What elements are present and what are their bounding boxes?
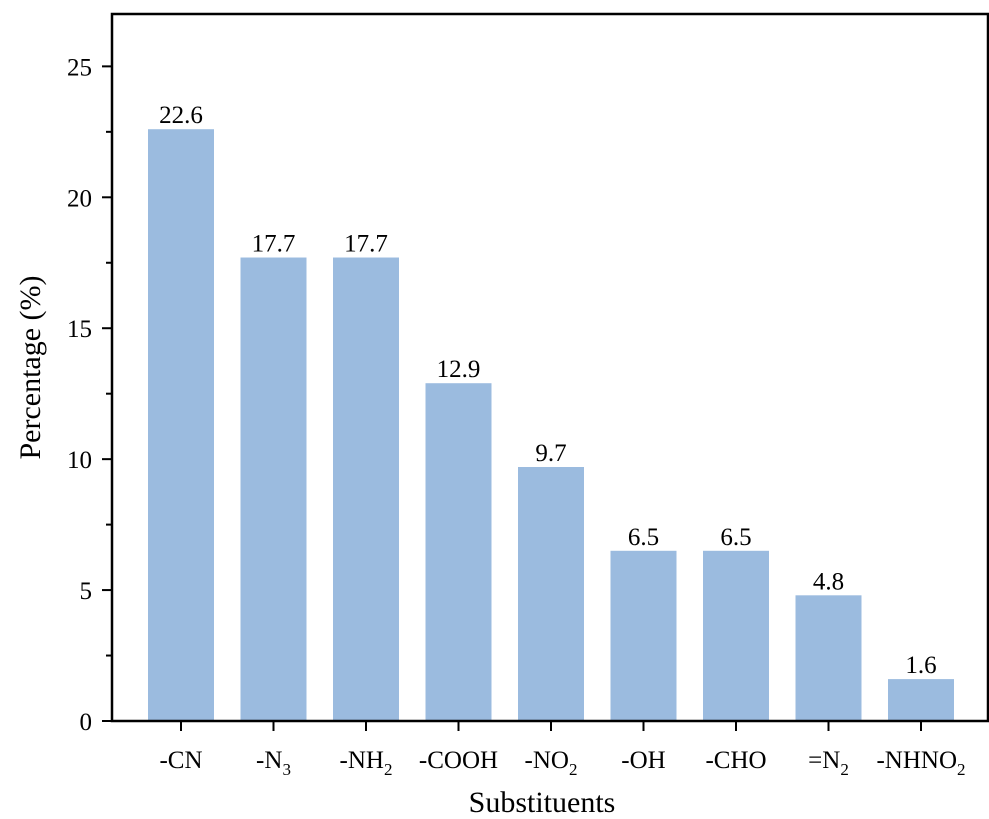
x-tick-label-0: -CN [159, 747, 202, 774]
bar-8 [888, 679, 954, 721]
y-tick-label-5: 25 [67, 54, 92, 81]
x-axis-title: Substituents [469, 786, 616, 819]
y-tick-label-4: 20 [67, 185, 92, 212]
x-tick-label-6: -CHO [705, 747, 766, 774]
bar-6 [703, 550, 769, 721]
bar-1 [240, 257, 307, 721]
y-axis-title: Percentage (%) [14, 275, 47, 459]
bars-group [148, 129, 954, 721]
y-axis-ticks: 0 5 10 15 20 25 [67, 54, 112, 736]
data-label-5: 6.5 [628, 524, 659, 551]
y-tick-label-2: 10 [67, 447, 92, 474]
data-labels-group: 22.6 17.7 17.7 12.9 9.7 6.5 6.5 4.8 1.6 [159, 102, 937, 679]
bar-7 [795, 595, 862, 721]
plot-frame [110, 12, 989, 723]
bar-4 [518, 467, 584, 721]
x-tick-label-7: =N2 [808, 747, 849, 779]
data-label-3: 12.9 [437, 356, 481, 383]
x-axis-ticks: -CN -N3 -NH2 -COOH -NO2 -OH -CHO =N2 -NHNO2 [159, 721, 966, 779]
x-tick-label-4: -NO2 [525, 747, 578, 779]
x-tick-label-3: -COOH [419, 747, 498, 774]
data-label-4: 9.7 [535, 440, 566, 467]
data-label-0: 22.6 [159, 102, 203, 129]
data-label-8: 1.6 [905, 652, 936, 679]
bar-0 [148, 129, 214, 721]
x-tick-label-1: -N3 [256, 747, 291, 779]
bar-2 [333, 257, 399, 721]
data-label-7: 4.8 [813, 568, 844, 595]
y-tick-label-0: 0 [80, 709, 93, 736]
x-tick-label-8: -NHNO2 [876, 747, 965, 779]
data-label-6: 6.5 [720, 524, 751, 551]
y-tick-label-3: 15 [67, 316, 92, 343]
y-tick-label-1: 5 [80, 578, 93, 605]
data-label-1: 17.7 [252, 231, 296, 258]
bar-5 [610, 550, 677, 721]
bar-3 [425, 383, 492, 721]
x-tick-label-2: -NH2 [340, 747, 393, 779]
data-label-2: 17.7 [344, 231, 388, 258]
x-tick-label-5: -OH [621, 747, 665, 774]
